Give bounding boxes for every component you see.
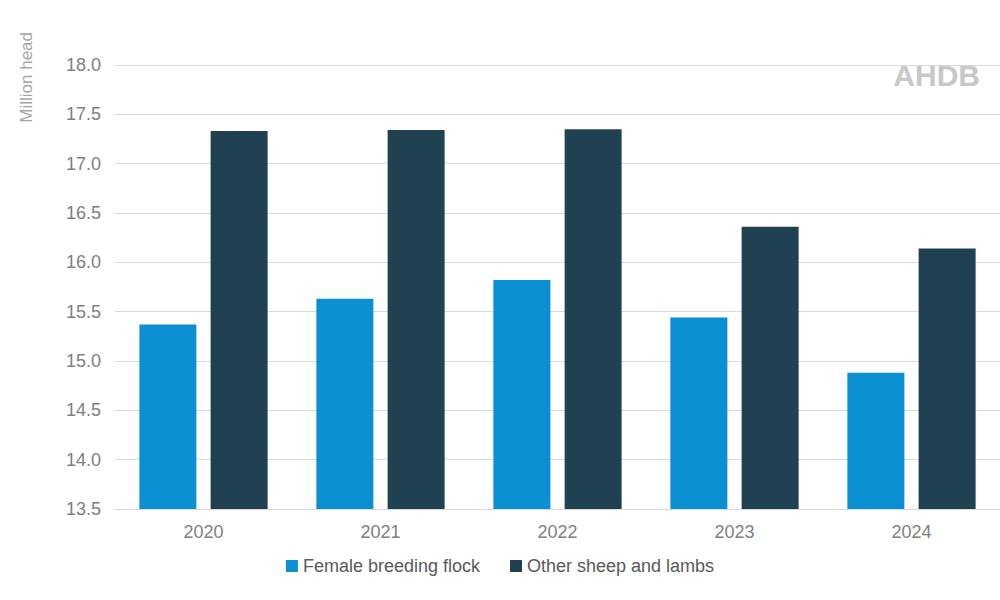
svg-text:15.5: 15.5 <box>66 302 101 322</box>
svg-text:Female breeding flock: Female breeding flock <box>303 556 481 576</box>
svg-text:13.5: 13.5 <box>66 499 101 519</box>
svg-text:2022: 2022 <box>537 522 577 542</box>
svg-text:14.5: 14.5 <box>66 400 101 420</box>
svg-text:2023: 2023 <box>714 522 754 542</box>
svg-text:Other sheep and lambs: Other sheep and lambs <box>527 556 714 576</box>
svg-text:17.0: 17.0 <box>66 154 101 174</box>
svg-text:16.5: 16.5 <box>66 203 101 223</box>
svg-text:Million head: Million head <box>17 32 36 123</box>
svg-text:2024: 2024 <box>891 522 931 542</box>
svg-text:AHDB: AHDB <box>893 59 980 92</box>
svg-text:14.0: 14.0 <box>66 450 101 470</box>
svg-text:16.0: 16.0 <box>66 252 101 272</box>
svg-text:2021: 2021 <box>360 522 400 542</box>
svg-text:18.0: 18.0 <box>66 55 101 75</box>
svg-text:17.5: 17.5 <box>66 104 101 124</box>
svg-text:2020: 2020 <box>183 522 223 542</box>
svg-text:15.0: 15.0 <box>66 351 101 371</box>
